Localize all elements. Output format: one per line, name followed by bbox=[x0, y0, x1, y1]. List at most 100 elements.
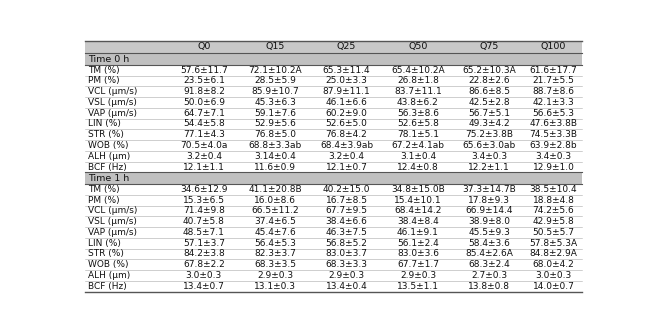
Bar bbox=[85, 65, 168, 75]
Text: 45.5±9.3: 45.5±9.3 bbox=[468, 228, 510, 237]
Bar bbox=[311, 227, 382, 238]
Text: 50.0±6.9: 50.0±6.9 bbox=[183, 98, 225, 107]
Bar bbox=[168, 195, 240, 206]
Text: BCF (Hz): BCF (Hz) bbox=[88, 163, 127, 172]
Bar bbox=[240, 140, 311, 151]
Text: 42.5±2.8: 42.5±2.8 bbox=[469, 98, 510, 107]
Text: LIN (%): LIN (%) bbox=[88, 239, 121, 248]
Text: 59.1±7.6: 59.1±7.6 bbox=[254, 109, 296, 118]
Bar bbox=[454, 195, 525, 206]
Bar bbox=[168, 270, 240, 281]
Bar bbox=[85, 129, 168, 140]
Bar bbox=[240, 108, 311, 119]
Text: 3.2±0.4: 3.2±0.4 bbox=[329, 152, 365, 161]
Text: VAP (μm/s): VAP (μm/s) bbox=[88, 109, 137, 118]
Bar bbox=[525, 108, 582, 119]
Text: 2.9±0.3: 2.9±0.3 bbox=[400, 271, 436, 280]
Bar bbox=[168, 75, 240, 86]
Bar bbox=[382, 281, 454, 292]
Text: 22.8±2.6: 22.8±2.6 bbox=[469, 76, 510, 86]
Bar bbox=[454, 281, 525, 292]
Text: 65.3±11.4: 65.3±11.4 bbox=[323, 66, 370, 75]
Bar bbox=[311, 184, 382, 195]
Bar bbox=[85, 162, 168, 173]
Text: 2.9±0.3: 2.9±0.3 bbox=[257, 271, 293, 280]
Bar bbox=[85, 151, 168, 162]
Text: STR (%): STR (%) bbox=[88, 250, 124, 258]
Bar bbox=[168, 140, 240, 151]
Bar bbox=[525, 119, 582, 129]
Bar bbox=[240, 162, 311, 173]
Bar bbox=[311, 238, 382, 249]
Text: Time 1 h: Time 1 h bbox=[88, 174, 129, 183]
Text: 49.3±4.2: 49.3±4.2 bbox=[469, 119, 510, 129]
Bar bbox=[85, 259, 168, 270]
Bar bbox=[168, 249, 240, 259]
Bar bbox=[311, 162, 382, 173]
Text: 34.8±15.0B: 34.8±15.0B bbox=[391, 185, 445, 194]
Text: 40.7±5.8: 40.7±5.8 bbox=[183, 217, 225, 226]
Bar bbox=[525, 41, 582, 53]
Bar bbox=[382, 129, 454, 140]
Bar bbox=[85, 108, 168, 119]
Bar bbox=[311, 119, 382, 129]
Text: 56.3±8.6: 56.3±8.6 bbox=[397, 109, 439, 118]
Bar bbox=[525, 227, 582, 238]
Text: 70.5±4.0a: 70.5±4.0a bbox=[180, 141, 227, 150]
Bar bbox=[85, 249, 168, 259]
Bar bbox=[168, 97, 240, 108]
Bar bbox=[382, 65, 454, 75]
Bar bbox=[240, 259, 311, 270]
Text: 57.1±3.7: 57.1±3.7 bbox=[183, 239, 225, 248]
Bar bbox=[454, 249, 525, 259]
Bar bbox=[382, 270, 454, 281]
Bar bbox=[168, 259, 240, 270]
Text: 61.6±17.7: 61.6±17.7 bbox=[529, 66, 577, 75]
Text: 56.8±5.2: 56.8±5.2 bbox=[326, 239, 368, 248]
Text: 76.8±5.0: 76.8±5.0 bbox=[254, 130, 296, 139]
Text: 77.1±4.3: 77.1±4.3 bbox=[183, 130, 225, 139]
Bar bbox=[525, 65, 582, 75]
Bar bbox=[311, 206, 382, 216]
Text: 13.5±1.1: 13.5±1.1 bbox=[397, 282, 439, 291]
Bar bbox=[85, 238, 168, 249]
Bar bbox=[240, 195, 311, 206]
Text: WOB (%): WOB (%) bbox=[88, 260, 128, 269]
Text: 46.1±9.1: 46.1±9.1 bbox=[397, 228, 439, 237]
Bar bbox=[454, 270, 525, 281]
Bar bbox=[382, 151, 454, 162]
Text: 12.1±1.1: 12.1±1.1 bbox=[183, 163, 225, 172]
Bar bbox=[311, 129, 382, 140]
Text: 86.6±8.5: 86.6±8.5 bbox=[468, 87, 510, 96]
Bar bbox=[85, 270, 168, 281]
Text: STR (%): STR (%) bbox=[88, 130, 124, 139]
Text: 67.8±2.2: 67.8±2.2 bbox=[183, 260, 225, 269]
Text: 3.2±0.4: 3.2±0.4 bbox=[186, 152, 222, 161]
Text: 68.4±14.2: 68.4±14.2 bbox=[395, 206, 441, 215]
Bar bbox=[382, 53, 454, 65]
Bar bbox=[525, 151, 582, 162]
Bar bbox=[525, 86, 582, 97]
Bar bbox=[240, 97, 311, 108]
Text: 60.2±9.0: 60.2±9.0 bbox=[326, 109, 368, 118]
Bar bbox=[240, 75, 311, 86]
Bar bbox=[311, 140, 382, 151]
Text: 68.3±3.5: 68.3±3.5 bbox=[254, 260, 296, 269]
Bar bbox=[382, 97, 454, 108]
Bar bbox=[240, 41, 311, 53]
Text: 13.4±0.4: 13.4±0.4 bbox=[326, 282, 367, 291]
Bar bbox=[525, 97, 582, 108]
Bar bbox=[525, 75, 582, 86]
Text: 18.8±4.8: 18.8±4.8 bbox=[533, 196, 574, 205]
Text: 65.6±3.0ab: 65.6±3.0ab bbox=[463, 141, 516, 150]
Bar bbox=[454, 184, 525, 195]
Bar bbox=[168, 86, 240, 97]
Text: 42.9±5.8: 42.9±5.8 bbox=[533, 217, 574, 226]
Text: 67.7±1.7: 67.7±1.7 bbox=[397, 260, 439, 269]
Bar bbox=[85, 140, 168, 151]
Text: 56.1±2.4: 56.1±2.4 bbox=[397, 239, 439, 248]
Text: 14.0±0.7: 14.0±0.7 bbox=[533, 282, 574, 291]
Bar bbox=[454, 65, 525, 75]
Bar bbox=[168, 129, 240, 140]
Bar bbox=[85, 119, 168, 129]
